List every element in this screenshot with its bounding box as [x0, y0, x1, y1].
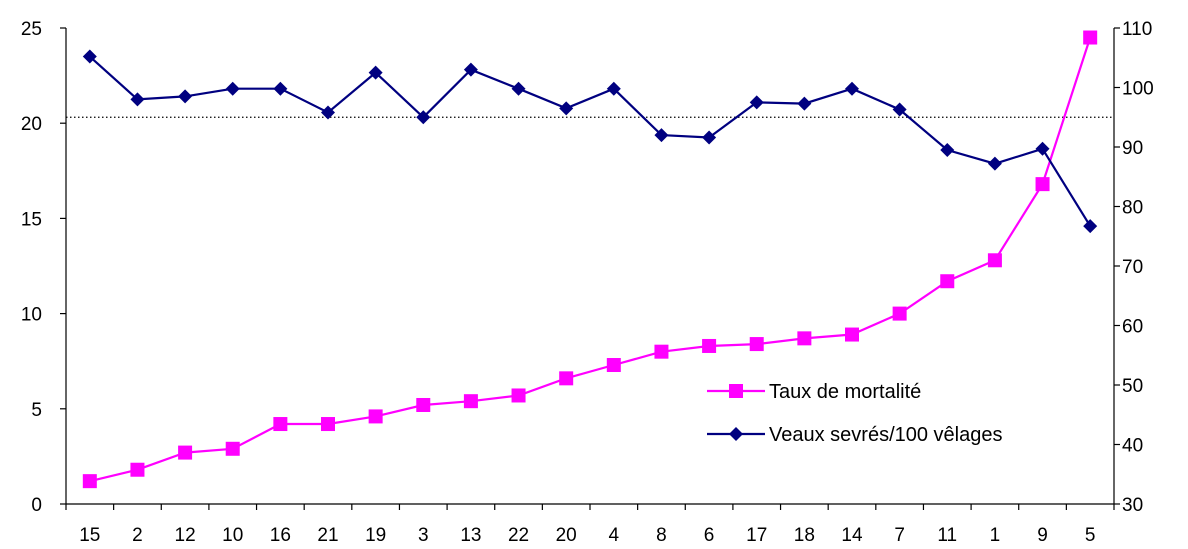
x-tick-label: 8: [656, 525, 667, 546]
data-point: [702, 338, 717, 353]
x-tick-label: 16: [270, 525, 291, 546]
legend: Taux de mortalité Veaux sevrés/100 vêlag…: [707, 381, 1003, 446]
data-point: [606, 358, 621, 373]
data-point: [559, 101, 574, 116]
data-point: [321, 105, 335, 120]
x-tick-label: 15: [79, 525, 100, 546]
data-point: [416, 397, 431, 412]
x-tick-label: 6: [704, 525, 715, 546]
x-tick-label: 20: [556, 525, 577, 546]
x-tick-label: 3: [418, 525, 429, 546]
data-point: [987, 253, 1002, 268]
data-point: [178, 445, 193, 460]
y-right-tick-label: 50: [1122, 376, 1143, 397]
y-left-tick-label: 10: [21, 305, 42, 326]
data-point: [130, 92, 145, 107]
x-tick-label: 19: [365, 525, 386, 546]
y-right-tick-label: 90: [1122, 138, 1143, 159]
data-point: [225, 81, 240, 96]
x-tick-label: 10: [222, 525, 243, 546]
y-right-tick-label: 30: [1122, 495, 1143, 516]
x-tick-label: 2: [132, 525, 143, 546]
data-point: [606, 81, 621, 96]
x-tick-label: 18: [794, 525, 815, 546]
y-right-tick-label: 110: [1122, 19, 1152, 40]
data-point: [463, 394, 478, 409]
x-tick-label: 1: [990, 525, 1001, 546]
data-point: [702, 130, 717, 145]
data-point: [892, 306, 907, 321]
y-left-tick-label: 5: [31, 400, 42, 421]
data-point: [987, 156, 1002, 171]
x-tick-label: 5: [1085, 525, 1096, 546]
x-tick-label: 9: [1037, 525, 1048, 546]
data-point: [1083, 219, 1098, 234]
data-point: [797, 96, 812, 111]
y-left-tick-label: 15: [21, 209, 42, 230]
x-tick-label: 12: [175, 525, 196, 546]
data-point: [82, 49, 97, 64]
y-left-tick-label: 0: [31, 495, 42, 516]
data-point: [416, 110, 431, 125]
data-point: [178, 89, 193, 104]
data-point: [463, 62, 478, 77]
series-line: [89, 37, 1092, 483]
data-point: [749, 95, 764, 110]
data-point: [845, 327, 859, 342]
data-point: [368, 409, 383, 424]
legend-label-weaned-calves: Veaux sevrés/100 vêlages: [769, 424, 1003, 446]
data-point: [321, 417, 335, 432]
data-point: [273, 417, 288, 432]
data-point: [845, 81, 859, 96]
data-point: [1083, 30, 1098, 45]
data-point: [1035, 177, 1050, 192]
series-line: [89, 55, 1092, 227]
data-point: [225, 441, 240, 456]
x-tick-label: 11: [937, 525, 957, 546]
data-point: [511, 81, 526, 96]
legend-marker-weaned-calves: [729, 427, 743, 441]
data-point: [82, 474, 97, 489]
y-left-tick-label: 25: [21, 19, 42, 40]
data-point: [511, 388, 526, 403]
x-tick-label: 21: [317, 525, 338, 546]
data-point: [654, 128, 669, 143]
y-right-tick-label: 60: [1122, 317, 1143, 338]
x-tick-label: 13: [460, 525, 481, 546]
data-point: [749, 337, 764, 352]
legend-marker-mortality: [729, 384, 743, 398]
data-point: [559, 371, 574, 386]
x-tick-label: 4: [609, 525, 620, 546]
x-tick-label: 14: [841, 525, 863, 546]
data-point: [797, 331, 812, 346]
series-layer: [82, 30, 1098, 489]
data-point: [273, 81, 288, 96]
data-point: [130, 462, 145, 477]
series-mortality: [82, 30, 1098, 489]
y-right-tick-label: 70: [1122, 257, 1143, 278]
y-right-tick-label: 100: [1122, 79, 1154, 100]
y-left-tick-label: 20: [21, 114, 42, 135]
x-tick-label: 22: [508, 525, 529, 546]
x-tick-label: 17: [746, 525, 767, 546]
data-point: [940, 142, 955, 157]
y-right-tick-label: 40: [1122, 436, 1143, 457]
data-point: [368, 65, 383, 80]
data-point: [892, 102, 907, 117]
data-point: [1035, 141, 1050, 156]
y-right-tick-label: 80: [1122, 198, 1143, 219]
data-point: [940, 274, 955, 289]
x-tick-label: 7: [894, 525, 905, 546]
legend-label-mortality: Taux de mortalité: [769, 381, 921, 403]
series-weaned-calves: [82, 49, 1098, 234]
data-point: [654, 344, 669, 359]
